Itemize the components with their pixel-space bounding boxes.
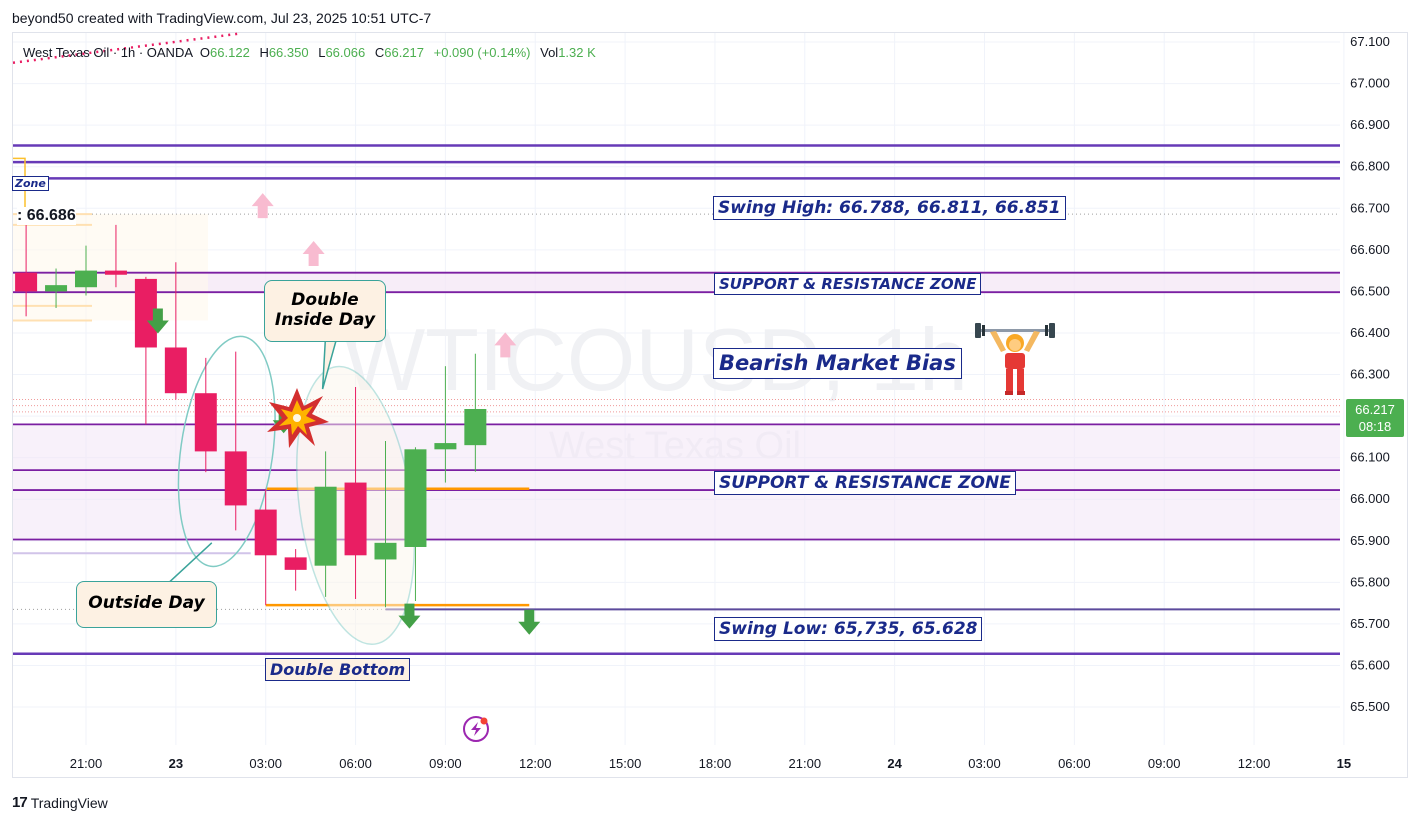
double-inside-day-pointer (321, 334, 339, 390)
trend-line (12, 32, 239, 65)
time-axis: 21:00 23 03:00 06:00 09:00 12:00 15:00 18:00 21:… (70, 756, 1351, 771)
price-tick-label: 66.000 (1350, 491, 1390, 506)
arrow-up-icon (251, 193, 274, 219)
outside-day-callout[interactable]: Outside Day (76, 581, 217, 628)
candle-body[interactable] (404, 449, 427, 547)
price-tick-label: 66.800 (1350, 159, 1390, 174)
zone-tag: Zone (12, 176, 49, 192)
price-tick-label: 65.900 (1350, 533, 1390, 548)
chart-frame[interactable] (12, 32, 1408, 778)
candle-body[interactable] (75, 270, 97, 288)
high-label: H (259, 45, 269, 60)
swing-low-label[interactable]: Swing Low: 65,735, 65.628 (714, 617, 983, 642)
tradingview-logo-icon: 17 (12, 794, 28, 811)
left-level-label: : 66.686 (17, 207, 76, 225)
time-tick-label: 15 (1337, 756, 1351, 771)
arrow-down-icon (146, 308, 169, 334)
candle-body[interactable] (314, 486, 337, 566)
time-tick-label: 15:00 (609, 756, 642, 771)
candle-body[interactable] (164, 347, 187, 394)
double-bottom-label[interactable]: Double Bottom (265, 658, 411, 682)
candle-body[interactable] (344, 482, 367, 556)
price-tick-label: 65.800 (1350, 574, 1390, 589)
sr-zone-upper-label[interactable]: SUPPORT & RESISTANCE ZONE (714, 273, 982, 295)
candle-body[interactable] (224, 451, 247, 506)
price-tick-label: 67.100 (1350, 34, 1390, 49)
footer[interactable]: 17 TradingView (12, 794, 108, 811)
current-price-badge (1346, 399, 1404, 437)
left-range-zone (13, 214, 208, 321)
volume-label: Vol (540, 45, 559, 60)
price-tick-label: 66.400 (1350, 325, 1390, 340)
time-tick-label: 06:00 (339, 756, 372, 771)
change-value: +0.090 (+0.14%) (433, 45, 531, 60)
open-label: O (199, 45, 211, 60)
bias-label[interactable]: Bearish Market Bias (713, 348, 962, 380)
current-price-label: 66.217 (1355, 402, 1395, 417)
time-tick-label: 12:00 (1238, 756, 1271, 771)
time-tick-label: 12:00 (519, 756, 552, 771)
candle-body[interactable] (464, 408, 487, 446)
time-tick-label: 21:00 (789, 756, 822, 771)
arrow-down-icon (518, 609, 541, 635)
time-tick-label: 03:00 (968, 756, 1001, 771)
open-value: 66.122 (210, 45, 250, 60)
time-tick-label: 24 (887, 756, 902, 771)
high-value: 66.350 (268, 45, 309, 60)
candle-body[interactable] (254, 509, 277, 556)
outside-day-text: Outside Day (88, 593, 205, 613)
time-tick-label: 06:00 (1058, 756, 1091, 771)
time-tick-label: 03:00 (249, 756, 282, 771)
price-tick-label: 65.700 (1350, 616, 1390, 631)
candle-body[interactable] (45, 285, 68, 292)
arrow-up-icon (494, 332, 517, 358)
arrow-down-icon (398, 603, 421, 629)
time-tick-label: 09:00 (1148, 756, 1181, 771)
weightlifter-icon (975, 323, 1055, 395)
footer-brand: TradingView (30, 794, 108, 811)
time-tick-label: 18:00 (699, 756, 732, 771)
double-inside-day-text: Double Inside Day (274, 290, 376, 330)
outside-day-ellipse (177, 335, 276, 568)
attribution-text: beyond50 created with TradingView.com, J… (12, 10, 432, 26)
explosion-icon (267, 388, 329, 448)
price-tick-label: 66.700 (1350, 200, 1390, 215)
ohlc-legend[interactable]: West Texas Oil · 1h · OANDA O66.122 H66.… (23, 45, 596, 60)
candle-body[interactable] (134, 278, 157, 348)
bar-countdown-label: 08:18 (1359, 419, 1392, 434)
arrow-up-icon (302, 240, 325, 266)
zone-bracket (13, 157, 26, 209)
double-inside-day-callout[interactable]: Double Inside Day (264, 280, 386, 342)
price-tick-label: 65.600 (1350, 657, 1390, 672)
time-tick-label: 21:00 (70, 756, 103, 771)
volume-value: 1.32 K (558, 45, 596, 60)
price-tick-label: 66.600 (1350, 242, 1390, 257)
close-label: C (374, 45, 385, 60)
close-value: 66.217 (384, 45, 424, 60)
time-tick-label: 09:00 (429, 756, 462, 771)
candle-body[interactable] (194, 393, 217, 452)
sr-zone-lower-label[interactable]: SUPPORT & RESISTANCE ZONE (714, 471, 1016, 496)
price-tick-label: 66.100 (1350, 450, 1390, 465)
price-tick-label: 65.500 (1350, 699, 1390, 714)
time-tick-label: 23 (169, 756, 183, 771)
low-label: L (318, 45, 326, 60)
candle-body[interactable] (374, 542, 397, 560)
sr-zone-upper (13, 272, 1340, 293)
price-axis: 67.100 67.000 66.900 66.800 66.700 66.600 66.5… (1350, 34, 1390, 714)
lightning-icon[interactable] (463, 716, 489, 742)
candle-body[interactable] (434, 443, 457, 450)
price-tick-label: 67.000 (1350, 76, 1390, 91)
low-value: 66.066 (325, 45, 366, 60)
price-tick-label: 66.500 (1350, 283, 1390, 298)
candle-body[interactable] (104, 270, 127, 275)
price-tick-label: 66.300 (1350, 367, 1390, 382)
candles (15, 216, 487, 608)
swing-high-label[interactable]: Swing High: 66.788, 66.811, 66.851 (713, 196, 1066, 221)
price-tick-label: 66.900 (1350, 117, 1390, 132)
candle-body[interactable] (284, 557, 307, 570)
candle-body[interactable] (15, 272, 38, 292)
symbol-label[interactable]: West Texas Oil · 1h · OANDA (23, 45, 193, 60)
